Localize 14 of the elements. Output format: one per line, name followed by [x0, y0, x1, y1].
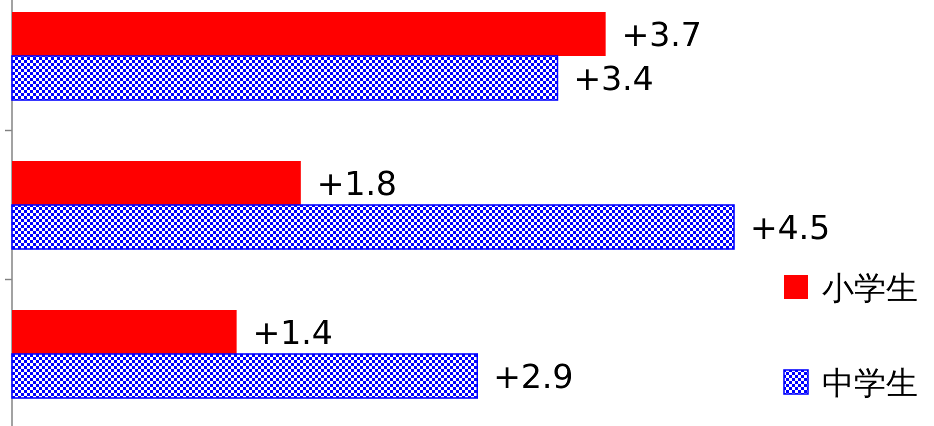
- bar: [12, 12, 606, 56]
- bar: [12, 310, 237, 354]
- bar: [11, 55, 558, 101]
- data-label: +4.5: [750, 208, 830, 247]
- legend-label: 小学生: [822, 269, 918, 307]
- data-label: +3.7: [622, 15, 702, 54]
- bar: [11, 204, 735, 250]
- data-label: +2.9: [493, 357, 574, 396]
- data-label: +3.4: [574, 59, 654, 98]
- bar: [12, 161, 301, 205]
- data-label: +1.4: [252, 313, 333, 352]
- legend-label: 中学生: [822, 364, 918, 402]
- bar: [11, 353, 478, 399]
- data-label: +1.8: [316, 164, 397, 203]
